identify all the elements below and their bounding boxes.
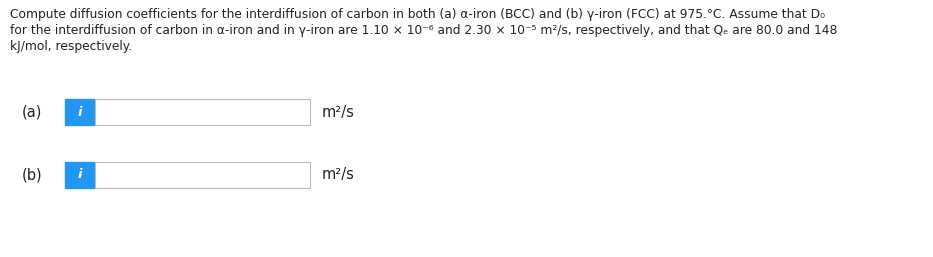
Text: kJ/mol, respectively.: kJ/mol, respectively.: [10, 40, 132, 53]
Text: i: i: [77, 169, 82, 181]
Text: (b): (b): [22, 168, 43, 182]
Text: m²/s: m²/s: [322, 168, 355, 182]
Text: i: i: [77, 106, 82, 118]
FancyBboxPatch shape: [95, 99, 310, 125]
Text: for the interdiffusion of carbon in α-iron and in γ-iron are 1.10 × 10⁻⁶ and 2.3: for the interdiffusion of carbon in α-ir…: [10, 24, 838, 37]
Text: Compute diffusion coefficients for the interdiffusion of carbon in both (a) α-ir: Compute diffusion coefficients for the i…: [10, 8, 825, 21]
Text: (a): (a): [22, 105, 42, 120]
FancyBboxPatch shape: [65, 162, 95, 188]
FancyBboxPatch shape: [95, 162, 310, 188]
Text: m²/s: m²/s: [322, 105, 355, 120]
FancyBboxPatch shape: [65, 99, 95, 125]
